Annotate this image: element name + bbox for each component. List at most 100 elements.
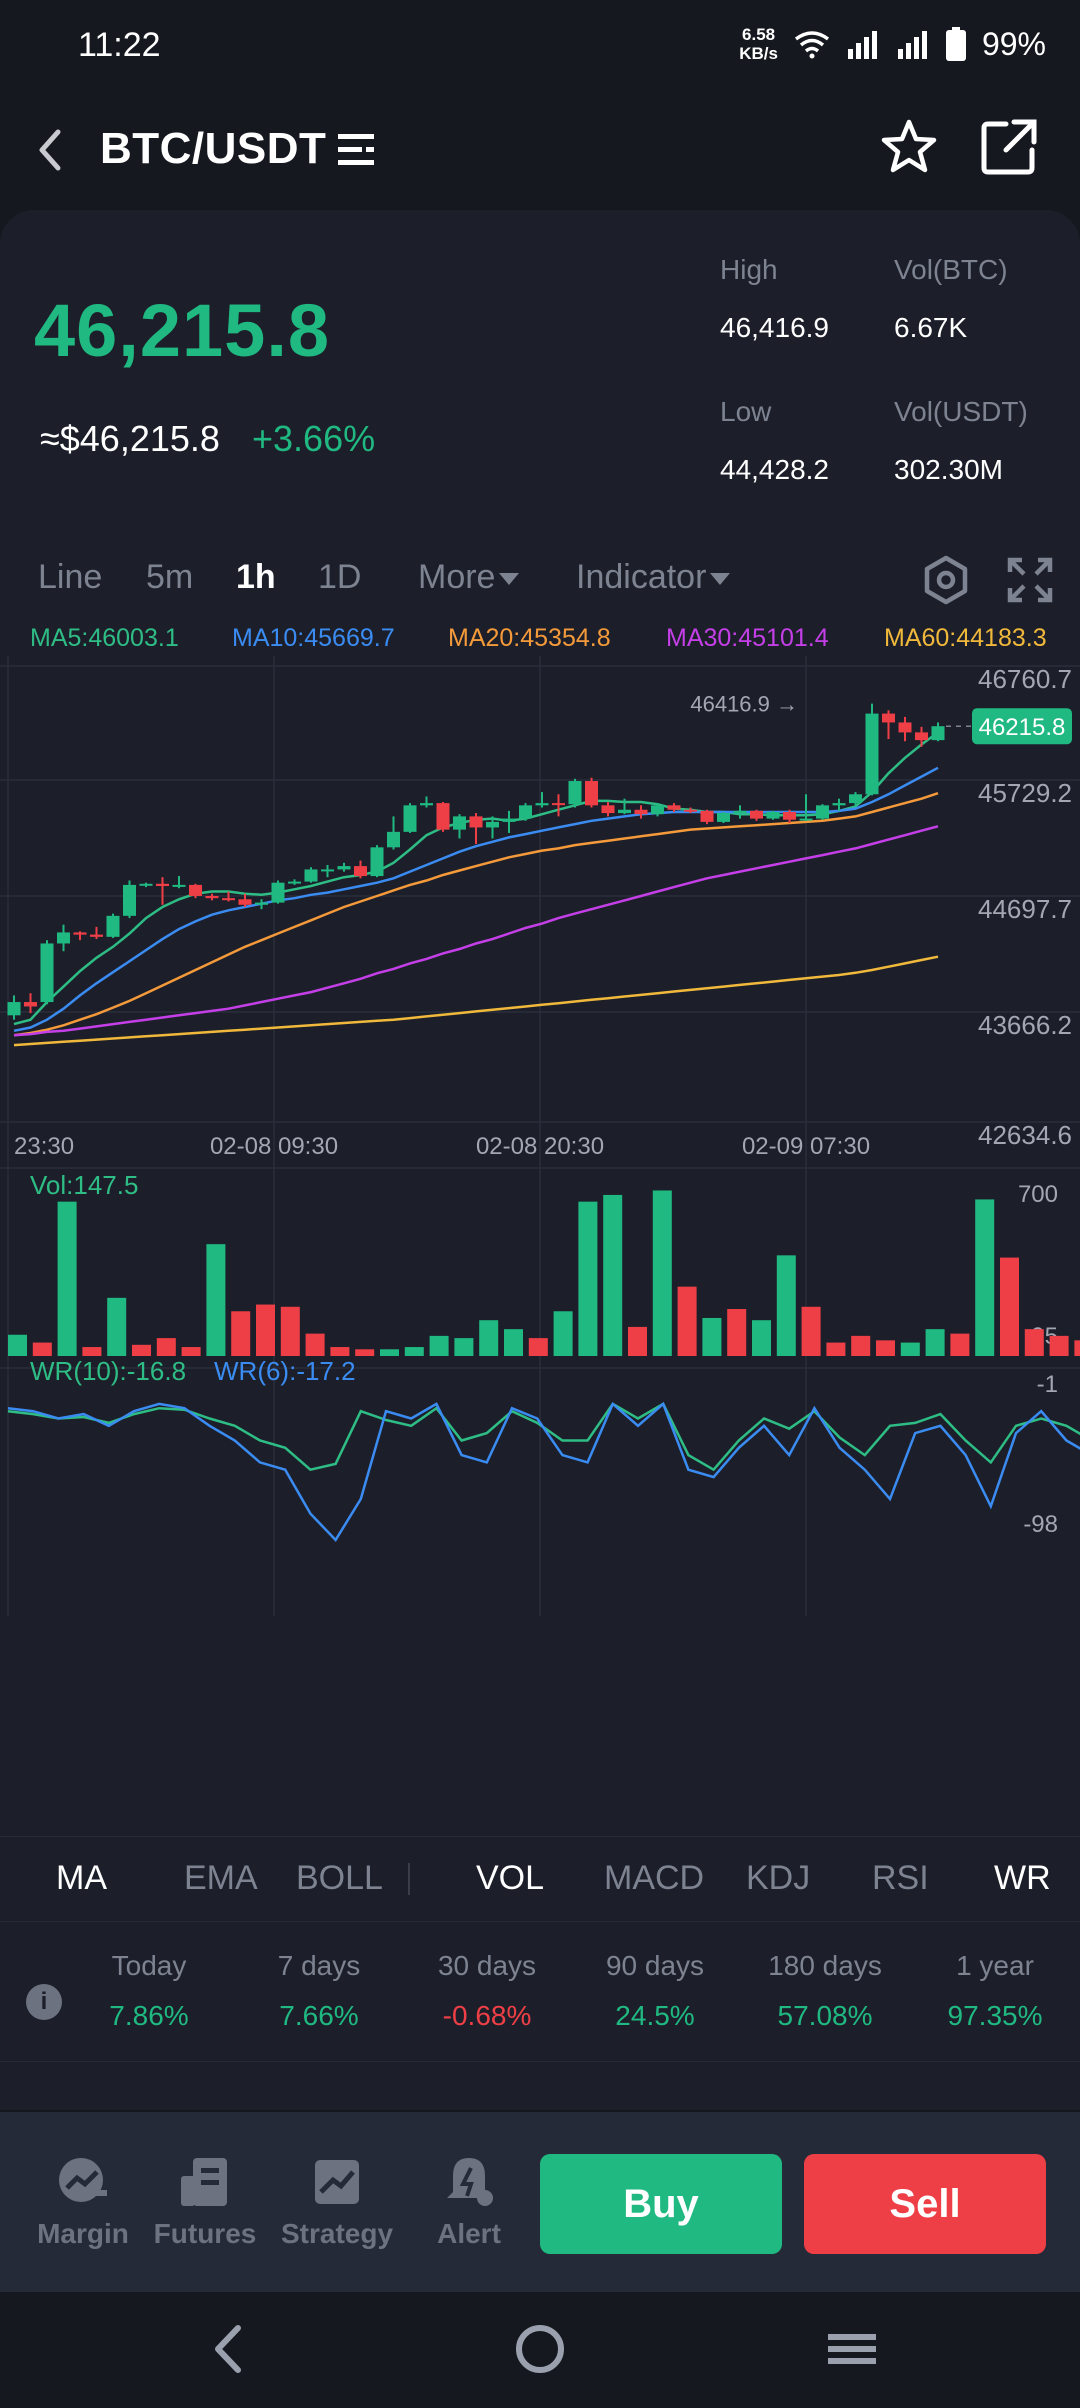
caret-down-icon xyxy=(710,573,731,586)
tab-ma[interactable]: MA xyxy=(56,1859,107,1897)
battery-level: 99% xyxy=(981,25,1046,62)
volume-bar xyxy=(628,1326,647,1356)
battery-icon xyxy=(945,27,966,61)
candle-body xyxy=(420,803,433,806)
wifi-icon xyxy=(794,31,830,59)
margin-label: Margin xyxy=(37,2218,129,2249)
volume-bar xyxy=(206,1244,226,1356)
candlestick-chart[interactable]: 46760.7 45729.2 44697.7 43666.2 42634.6 46416… xyxy=(0,656,1080,1836)
share-icon[interactable] xyxy=(978,116,1040,178)
volume-bar xyxy=(355,1349,375,1356)
tab-1h[interactable]: 1h xyxy=(236,558,276,596)
candle-body xyxy=(898,722,912,733)
star-icon[interactable] xyxy=(878,116,940,178)
alert-button[interactable]: Alert xyxy=(404,2154,534,2250)
network-speed: 6.58 KB/s xyxy=(739,25,778,63)
volume-tick-label: 700 xyxy=(1018,1181,1058,1208)
low-value: 44,428.2 xyxy=(720,454,829,485)
status-bar: 11:22 6.58 KB/s 99% xyxy=(0,0,1080,90)
info-icon[interactable]: i xyxy=(26,1984,62,2020)
wr10-line xyxy=(7,1402,1080,1472)
sell-button[interactable]: Sell xyxy=(804,2154,1046,2254)
volume-bar xyxy=(702,1317,722,1356)
candle-body xyxy=(552,803,565,806)
ma-line-ma5 xyxy=(13,731,939,1026)
volume-bar xyxy=(454,1338,474,1356)
candle-body xyxy=(337,866,351,870)
settings-hexagon-icon[interactable] xyxy=(920,554,972,606)
fullscreen-icon[interactable] xyxy=(1004,554,1056,606)
volume-bar xyxy=(8,1334,27,1356)
market-panel: 46,215.8 ≈$46,215.8 +3.66% High 46,416.9… xyxy=(0,210,1080,2110)
tab-vol[interactable]: VOL xyxy=(476,1859,545,1897)
candle-body xyxy=(205,895,219,899)
volume-bar xyxy=(776,1255,796,1356)
volume-bar xyxy=(1049,1335,1069,1356)
tab-wr[interactable]: WR xyxy=(994,1859,1051,1897)
back-arrow-icon[interactable] xyxy=(26,122,76,178)
tab-1d[interactable]: 1D xyxy=(318,558,362,596)
perf-today: Today 7.86% xyxy=(74,1950,224,2032)
signal-icon-2 xyxy=(897,31,927,59)
alert-icon xyxy=(447,2158,493,2206)
candle-body xyxy=(486,821,499,828)
candle-body xyxy=(700,810,714,822)
ma10-label: MA10:45669.7 xyxy=(232,624,395,652)
volume-bar xyxy=(330,1347,350,1356)
ma-line-ma30 xyxy=(13,825,939,1037)
tab-kdj[interactable]: KDJ xyxy=(746,1859,811,1897)
volume-bar xyxy=(305,1333,325,1356)
price-tick-label: 43666.2 xyxy=(978,1010,1072,1040)
tab-boll[interactable]: BOLL xyxy=(296,1859,383,1897)
network-speed-value: 6.58 xyxy=(742,25,776,44)
buy-button[interactable]: Buy xyxy=(540,2154,782,2254)
nav-home-icon[interactable] xyxy=(500,2314,580,2384)
futures-icon xyxy=(181,2158,227,2206)
perf-1y: 1 year 97.35% xyxy=(920,1950,1070,2032)
perf-label: 30 days xyxy=(437,1950,537,1981)
volume-bar xyxy=(652,1190,672,1356)
candle-body xyxy=(585,781,598,806)
perf-label: 180 days xyxy=(768,1950,882,1981)
ma5-label: MA5:46003.1 xyxy=(30,624,179,652)
performance-row: i Today 7.86% 7 days 7.66% 30 days -0.68… xyxy=(0,1932,1080,2062)
tab-more[interactable]: More xyxy=(418,558,520,597)
strategy-button[interactable]: Strategy xyxy=(272,2154,402,2250)
perf-value: 7.66% xyxy=(279,2000,359,2031)
perf-value: 24.5% xyxy=(615,2000,695,2031)
nav-recents-icon[interactable] xyxy=(812,2314,892,2384)
status-indicators: 6.58 KB/s 99% xyxy=(739,22,1046,66)
pair-title[interactable]: BTC/USDT xyxy=(100,124,327,173)
volume-bar xyxy=(57,1201,77,1356)
time-tick-label: 02-08 09:30 xyxy=(210,1133,338,1160)
candle-body xyxy=(469,816,483,828)
candle-body xyxy=(304,869,318,882)
tab-ema[interactable]: EMA xyxy=(184,1859,258,1897)
time-tick-label: 02-09 07:30 xyxy=(742,1133,870,1160)
tab-rsi[interactable]: RSI xyxy=(872,1859,929,1897)
strategy-label: Strategy xyxy=(280,2218,394,2249)
volume-bar xyxy=(1000,1257,1019,1356)
volume-bar xyxy=(528,1338,548,1356)
candle-body xyxy=(799,818,813,821)
tab-macd[interactable]: MACD xyxy=(604,1859,705,1897)
volume-bar xyxy=(504,1329,523,1356)
tab-5m[interactable]: 5m xyxy=(146,558,194,596)
time-tick-label: 23:30 xyxy=(14,1133,74,1160)
volume-bar xyxy=(107,1297,127,1356)
candle-body xyxy=(370,847,384,877)
tab-indicator[interactable]: Indicator xyxy=(576,558,731,597)
candle-body xyxy=(321,869,334,872)
volume-bar xyxy=(1074,1340,1080,1356)
candle-body xyxy=(436,803,450,830)
candle-body xyxy=(766,811,780,819)
futures-button[interactable]: Futures xyxy=(140,2154,270,2250)
nav-back-icon[interactable] xyxy=(188,2314,268,2384)
margin-button[interactable]: Margin xyxy=(18,2154,148,2250)
volume-bar xyxy=(479,1320,499,1356)
ma60-label: MA60:44183.3 xyxy=(884,624,1047,652)
pair-list-icon[interactable] xyxy=(336,130,380,170)
candle-body xyxy=(882,713,895,723)
tab-line[interactable]: Line xyxy=(38,558,103,596)
perf-value: 57.08% xyxy=(777,2000,873,2031)
